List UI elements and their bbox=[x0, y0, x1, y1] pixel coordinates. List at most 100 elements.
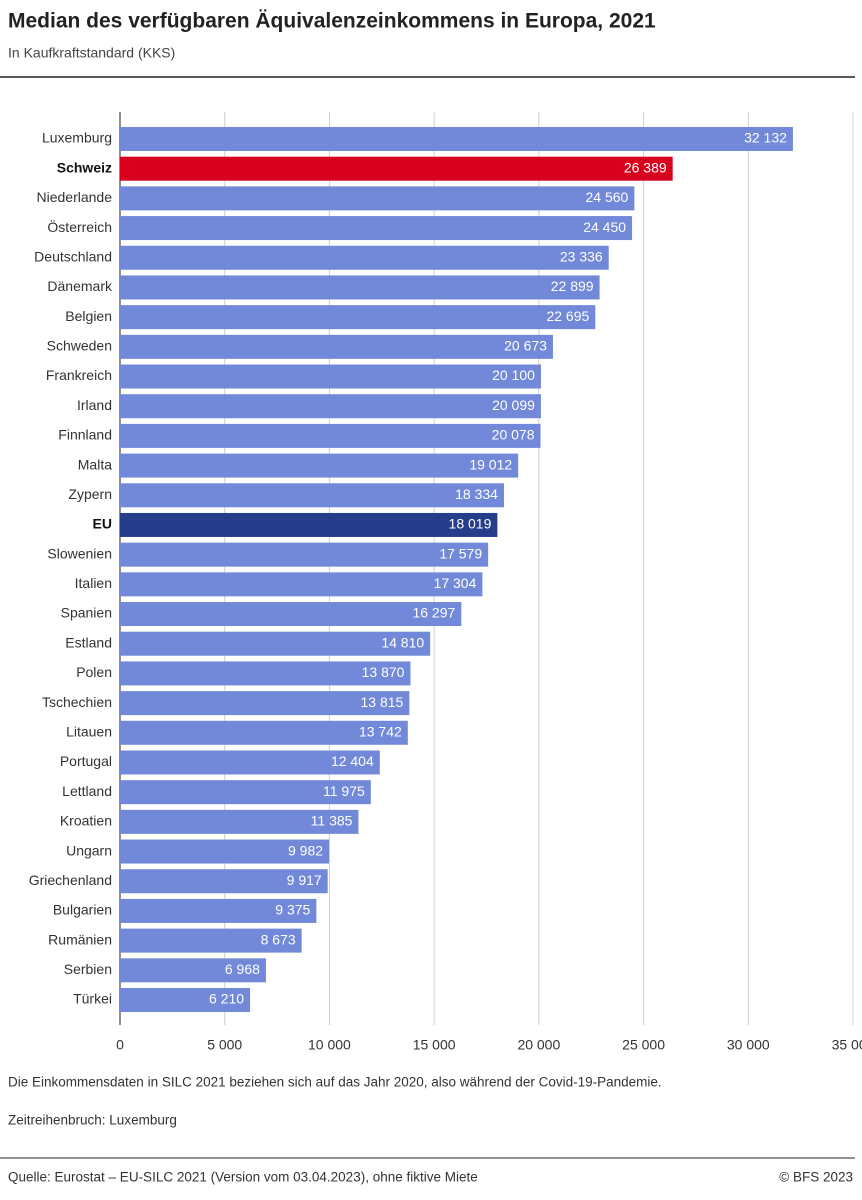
category-label: Malta bbox=[78, 456, 112, 472]
category-label: Schweden bbox=[47, 338, 112, 354]
category-label: Polen bbox=[76, 664, 112, 680]
bar bbox=[120, 483, 504, 508]
value-label: 16 297 bbox=[412, 605, 455, 621]
value-label: 23 336 bbox=[560, 248, 603, 264]
bar bbox=[120, 750, 380, 775]
x-tick-label: 25 000 bbox=[622, 1037, 665, 1053]
bar bbox=[120, 988, 251, 1012]
bar bbox=[120, 334, 553, 359]
chart-subtitle: In Kaufkraftstandard (KKS) bbox=[8, 45, 175, 61]
bar bbox=[120, 809, 359, 834]
bar bbox=[120, 661, 411, 686]
value-label: 9 982 bbox=[288, 842, 323, 858]
value-label: 13 870 bbox=[362, 664, 405, 680]
value-label: 12 404 bbox=[331, 753, 374, 769]
bar bbox=[120, 631, 431, 656]
bar bbox=[120, 602, 462, 627]
source: Quelle: Eurostat – EU-SILC 2021 (Version… bbox=[8, 1170, 478, 1185]
bar bbox=[120, 542, 489, 567]
category-label: Italien bbox=[75, 575, 112, 591]
bar bbox=[120, 691, 410, 716]
bar bbox=[120, 423, 541, 448]
bar bbox=[120, 898, 317, 923]
value-label: 24 450 bbox=[583, 219, 626, 235]
bar bbox=[120, 839, 330, 864]
bar bbox=[120, 305, 596, 330]
bar bbox=[120, 780, 371, 805]
value-label: 20 100 bbox=[492, 367, 535, 383]
value-label: 20 099 bbox=[492, 397, 535, 413]
category-label: Litauen bbox=[66, 723, 112, 739]
bar bbox=[120, 572, 483, 597]
category-label: EU bbox=[93, 516, 112, 532]
value-label: 17 304 bbox=[434, 575, 477, 591]
note: Zeitreihenbruch: Luxemburg bbox=[8, 1113, 177, 1128]
category-label: Belgien bbox=[65, 308, 112, 324]
bar bbox=[120, 720, 408, 745]
category-label: Frankreich bbox=[46, 367, 112, 383]
category-label: Bulgarien bbox=[53, 902, 112, 918]
value-label: 14 810 bbox=[381, 634, 424, 650]
category-label: Portugal bbox=[60, 753, 112, 769]
category-label: Spanien bbox=[61, 605, 112, 621]
category-label: Niederlande bbox=[37, 189, 113, 205]
value-label: 13 742 bbox=[359, 723, 402, 739]
category-label: Lettland bbox=[62, 783, 112, 799]
category-label: Türkei bbox=[73, 991, 112, 1007]
value-label: 18 019 bbox=[449, 516, 492, 532]
x-tick-label: 5 000 bbox=[207, 1037, 242, 1053]
bar bbox=[120, 453, 519, 478]
category-label: Ungarn bbox=[66, 842, 112, 858]
category-label: Rumänien bbox=[48, 931, 112, 947]
x-tick-label: 10 000 bbox=[308, 1037, 351, 1053]
value-label: 13 815 bbox=[360, 694, 403, 710]
category-label: Österreich bbox=[47, 218, 112, 235]
category-label: Irland bbox=[77, 397, 112, 413]
bar bbox=[120, 245, 609, 270]
value-label: 24 560 bbox=[586, 189, 629, 205]
value-label: 8 673 bbox=[261, 931, 296, 947]
category-label: Deutschland bbox=[34, 248, 112, 264]
x-tick-label: 15 000 bbox=[413, 1037, 456, 1053]
chart-title: Median des verfügbaren Äquivalenzeinkomm… bbox=[8, 10, 656, 33]
value-label: 19 012 bbox=[469, 456, 512, 472]
x-tick-label: 0 bbox=[116, 1037, 124, 1053]
bar bbox=[120, 156, 673, 181]
bar bbox=[120, 186, 635, 211]
bar bbox=[120, 275, 600, 300]
category-label: Luxemburg bbox=[42, 130, 112, 146]
value-label: 6 968 bbox=[225, 961, 260, 977]
value-label: 26 389 bbox=[624, 159, 667, 175]
value-label: 22 899 bbox=[551, 278, 594, 294]
category-label: Tschechien bbox=[42, 694, 112, 710]
category-label: Slowenien bbox=[47, 545, 112, 561]
bar bbox=[120, 216, 633, 241]
copyright: © BFS 2023 bbox=[779, 1170, 853, 1185]
category-label: Kroatien bbox=[60, 813, 112, 829]
x-tick-label: 35 000 bbox=[832, 1037, 862, 1053]
value-label: 11 385 bbox=[311, 813, 353, 829]
note: Die Einkommensdaten in SILC 2021 beziehe… bbox=[8, 1075, 662, 1090]
value-label: 20 078 bbox=[492, 427, 535, 443]
value-label: 11 975 bbox=[323, 783, 365, 799]
x-tick-label: 20 000 bbox=[517, 1037, 560, 1053]
value-label: 9 375 bbox=[275, 902, 310, 918]
value-label: 22 695 bbox=[546, 308, 589, 324]
category-label: Finnland bbox=[58, 427, 112, 443]
value-label: 9 917 bbox=[287, 872, 322, 888]
value-label: 20 673 bbox=[504, 338, 547, 354]
value-label: 18 334 bbox=[455, 486, 498, 502]
x-tick-label: 30 000 bbox=[727, 1037, 770, 1053]
category-label: Serbien bbox=[64, 961, 112, 977]
bar bbox=[120, 869, 328, 894]
category-label: Griechenland bbox=[29, 872, 112, 888]
bar bbox=[120, 364, 541, 389]
category-label: Dänemark bbox=[47, 278, 113, 294]
bar bbox=[120, 512, 498, 537]
bar bbox=[120, 958, 266, 983]
value-label: 17 579 bbox=[439, 545, 482, 561]
category-label: Zypern bbox=[68, 486, 112, 502]
bar bbox=[120, 928, 302, 953]
bar bbox=[120, 127, 793, 151]
